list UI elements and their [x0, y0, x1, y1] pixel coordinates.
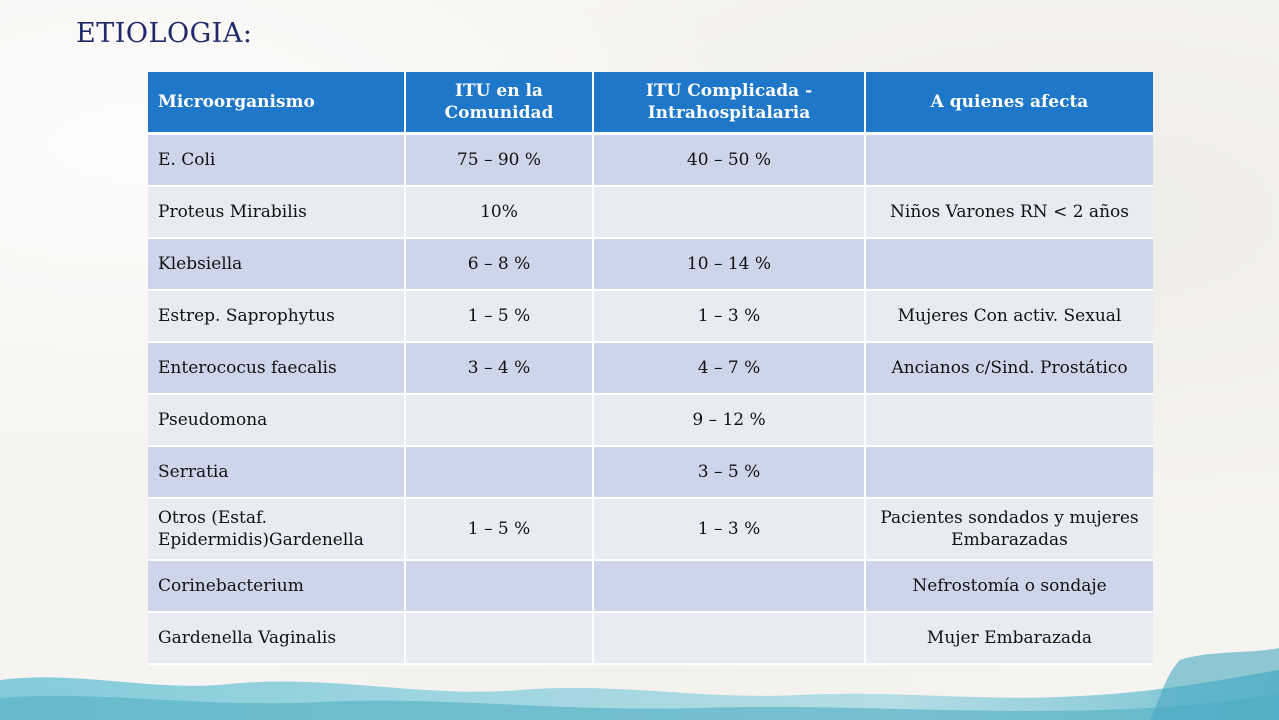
cell-a-quienes-afecta: Niños Varones RN < 2 años — [865, 186, 1153, 239]
cell-microorganismo: Enterococus faecalis — [148, 342, 406, 395]
table-row: Estrep. Saprophytus 1 – 5 % 1 – 3 % Muje… — [148, 290, 1153, 343]
table-row: Klebsiella 6 – 8 % 10 – 14 % — [148, 238, 1153, 291]
header-itu-comunidad: ITU en la Comunidad — [405, 72, 594, 135]
table-header-row: Microorganismo ITU en la Comunidad ITU C… — [148, 72, 1153, 135]
cell-a-quienes-afecta: Mujeres Con activ. Sexual — [865, 290, 1153, 343]
table-row: Enterococus faecalis 3 – 4 % 4 – 7 % Anc… — [148, 342, 1153, 395]
table-row: Serratia 3 – 5 % — [148, 446, 1153, 499]
cell-itu-comunidad — [405, 446, 594, 499]
cell-microorganismo: Corinebacterium — [148, 560, 406, 613]
cell-itu-comunidad: 3 – 4 % — [405, 342, 594, 395]
table-row: Pseudomona 9 – 12 % — [148, 394, 1153, 447]
cell-a-quienes-afecta — [865, 133, 1153, 187]
etiology-table: Microorganismo ITU en la Comunidad ITU C… — [148, 72, 1153, 665]
etiology-table-container: Microorganismo ITU en la Comunidad ITU C… — [148, 72, 1153, 665]
table-row: Proteus Mirabilis 10% Niños Varones RN <… — [148, 186, 1153, 239]
cell-itu-comunidad: 1 – 5 % — [405, 498, 594, 561]
decorative-watercolor-band — [0, 648, 1279, 720]
cell-itu-comunidad: 10% — [405, 186, 594, 239]
cell-a-quienes-afecta: Pacientes sondados y mujeres Embarazadas — [865, 498, 1153, 561]
cell-microorganismo: Klebsiella — [148, 238, 406, 291]
cell-microorganismo: E. Coli — [148, 133, 406, 187]
table-row: Corinebacterium Nefrostomía o sondaje — [148, 560, 1153, 613]
cell-microorganismo: Estrep. Saprophytus — [148, 290, 406, 343]
cell-itu-comunidad — [405, 560, 594, 613]
page-title: ETIOLOGIA: — [76, 18, 253, 49]
cell-microorganismo: Pseudomona — [148, 394, 406, 447]
cell-itu-complicada: 4 – 7 % — [593, 342, 866, 395]
cell-itu-comunidad — [405, 612, 594, 665]
cell-microorganismo: Serratia — [148, 446, 406, 499]
table-row: E. Coli 75 – 90 % 40 – 50 % — [148, 133, 1153, 187]
cell-microorganismo: Gardenella Vaginalis — [148, 612, 406, 665]
cell-itu-comunidad: 1 – 5 % — [405, 290, 594, 343]
cell-a-quienes-afecta — [865, 446, 1153, 499]
cell-itu-complicada: 9 – 12 % — [593, 394, 866, 447]
cell-a-quienes-afecta: Nefrostomía o sondaje — [865, 560, 1153, 613]
cell-itu-comunidad: 75 – 90 % — [405, 133, 594, 187]
cell-a-quienes-afecta: Ancianos c/Sind. Prostático — [865, 342, 1153, 395]
cell-itu-complicada: 1 – 3 % — [593, 290, 866, 343]
table-row: Gardenella Vaginalis Mujer Embarazada — [148, 612, 1153, 665]
cell-itu-complicada: 3 – 5 % — [593, 446, 866, 499]
cell-microorganismo: Otros (Estaf. Epidermidis)Gardenella — [148, 498, 406, 561]
cell-a-quienes-afecta — [865, 238, 1153, 291]
cell-a-quienes-afecta — [865, 394, 1153, 447]
cell-itu-complicada: 40 – 50 % — [593, 133, 866, 187]
cell-itu-complicada — [593, 560, 866, 613]
header-a-quienes-afecta: A quienes afecta — [865, 72, 1153, 135]
cell-itu-comunidad — [405, 394, 594, 447]
header-itu-complicada: ITU Complicada - Intrahospitalaria — [593, 72, 866, 135]
header-microorganismo: Microorganismo — [148, 72, 406, 135]
cell-itu-complicada: 10 – 14 % — [593, 238, 866, 291]
cell-itu-complicada — [593, 186, 866, 239]
cell-itu-complicada: 1 – 3 % — [593, 498, 866, 561]
cell-itu-complicada — [593, 612, 866, 665]
cell-itu-comunidad: 6 – 8 % — [405, 238, 594, 291]
cell-microorganismo: Proteus Mirabilis — [148, 186, 406, 239]
cell-a-quienes-afecta: Mujer Embarazada — [865, 612, 1153, 665]
table-row: Otros (Estaf. Epidermidis)Gardenella 1 –… — [148, 498, 1153, 561]
